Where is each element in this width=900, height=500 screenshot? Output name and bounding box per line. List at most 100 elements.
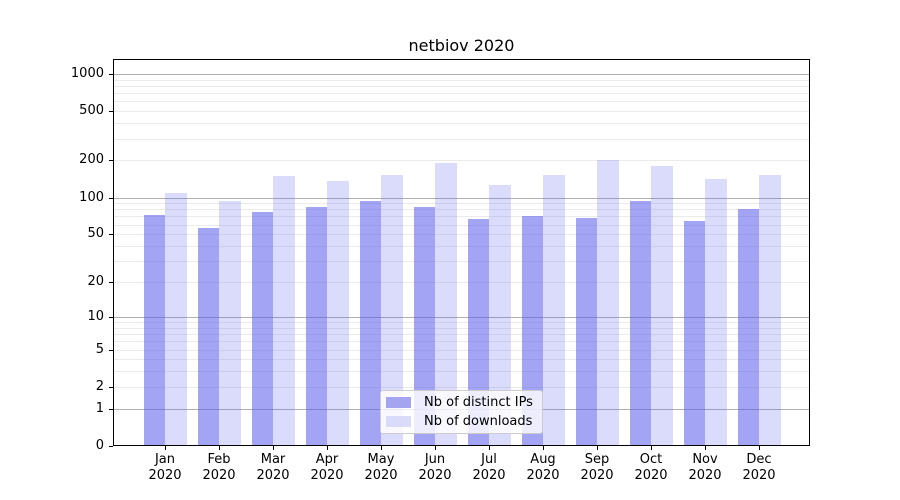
gridline-major [113, 197, 810, 199]
y-tick-mark [109, 160, 113, 162]
x-tick-mark [705, 446, 706, 450]
gridline-minor [113, 261, 810, 263]
legend: Nb of distinct IPs Nb of downloads [380, 390, 543, 434]
y-tick-mark [109, 349, 113, 351]
x-tick-label: Sep 2020 [580, 452, 614, 483]
bar-nb-of-distinct-ips-aug-2020 [521, 216, 543, 446]
y-tick-mark [109, 316, 113, 318]
y-tick-label: 1 [95, 400, 104, 416]
y-tick-label: 1000 [70, 65, 104, 81]
bar-nb-of-distinct-ips-oct-2020 [629, 201, 651, 446]
legend-label-distinct-ips: Nb of distinct IPs [424, 395, 533, 410]
gridline-minor [113, 123, 810, 125]
bar-nb-of-distinct-ips-jun-2020 [413, 206, 435, 446]
bar-nb-of-distinct-ips-mar-2020 [251, 212, 273, 446]
legend-swatch-distinct-ips-icon [386, 397, 411, 408]
y-tick-mark [109, 408, 113, 410]
bar-nb-of-downloads-sep-2020 [597, 159, 619, 446]
gridline-minor [113, 327, 810, 329]
y-tick-mark [109, 386, 113, 388]
bar-nb-of-distinct-ips-dec-2020 [737, 208, 759, 446]
x-tick-mark [165, 446, 166, 450]
gridline-minor [113, 203, 810, 205]
gridline-minor [113, 349, 810, 351]
x-tick-label: Aug 2020 [526, 452, 560, 483]
x-tick-mark [651, 446, 652, 450]
gridline-minor [113, 334, 810, 335]
gridline-major [113, 316, 810, 318]
x-tick-label: Dec 2020 [742, 452, 776, 483]
y-tick-mark [109, 234, 113, 236]
x-tick-label: Feb 2020 [202, 452, 236, 483]
gridline-minor [113, 359, 810, 361]
bar-nb-of-distinct-ips-jan-2020 [143, 214, 165, 446]
bar-nb-of-downloads-jul-2020 [489, 185, 511, 446]
y-tick-label: 50 [87, 226, 104, 242]
x-tick-mark [759, 446, 760, 450]
x-tick-mark [489, 446, 490, 450]
bar-nb-of-downloads-apr-2020 [327, 181, 349, 446]
gridline-minor [113, 216, 810, 218]
y-tick-label: 0 [95, 438, 104, 453]
x-tick-label: Jun 2020 [418, 452, 452, 483]
bar-nb-of-downloads-may-2020 [381, 175, 403, 446]
y-tick-label: 5 [95, 341, 104, 357]
gridline-minor [113, 101, 810, 103]
bar-nb-of-downloads-nov-2020 [705, 179, 727, 446]
y-tick-mark [109, 197, 113, 199]
y-tick-label: 200 [79, 152, 104, 168]
gridline-minor [113, 322, 810, 323]
bar-nb-of-downloads-oct-2020 [651, 166, 673, 446]
y-tick-label: 10 [87, 308, 104, 324]
gridline-major [113, 73, 810, 75]
gridline-minor [113, 371, 810, 373]
gridline-minor [113, 224, 810, 226]
x-tick-mark [327, 446, 328, 450]
gridline-minor [113, 93, 810, 95]
legend-swatch-downloads-icon [386, 416, 411, 427]
y-tick-mark [109, 111, 113, 113]
gridline-minor [113, 160, 810, 162]
y-tick-label: 2 [95, 378, 104, 394]
x-tick-label: Apr 2020 [310, 452, 344, 483]
bar-nb-of-downloads-feb-2020 [219, 200, 241, 446]
y-tick-mark [109, 73, 113, 75]
bar-nb-of-distinct-ips-apr-2020 [305, 207, 327, 446]
x-tick-mark [543, 446, 544, 450]
gridline-minor [113, 341, 810, 343]
gridline-minor [113, 79, 810, 81]
bar-nb-of-downloads-jan-2020 [165, 193, 187, 446]
y-tick-mark [109, 446, 113, 447]
bar-nb-of-distinct-ips-feb-2020 [197, 228, 219, 446]
bar-nb-of-distinct-ips-nov-2020 [683, 221, 705, 446]
y-tick-label: 100 [79, 189, 104, 205]
gridline-minor [113, 282, 810, 283]
y-tick-label: 500 [79, 103, 104, 119]
legend-label-downloads: Nb of downloads [424, 414, 533, 429]
y-tick-label: 20 [87, 274, 104, 289]
chart-title: netbiov 2020 [408, 36, 515, 55]
x-tick-mark [597, 446, 598, 450]
gridline-minor [113, 209, 810, 211]
bar-nb-of-distinct-ips-sep-2020 [575, 218, 597, 446]
legend-item-downloads: Nb of downloads [381, 414, 542, 429]
legend-item-distinct-ips: Nb of distinct IPs [381, 395, 542, 410]
x-tick-mark [381, 446, 382, 450]
x-tick-label: Oct 2020 [634, 452, 668, 483]
gridline-minor [113, 386, 810, 388]
bar-nb-of-downloads-aug-2020 [543, 175, 565, 446]
bar-nb-of-distinct-ips-may-2020 [359, 200, 381, 446]
x-tick-label: Jan 2020 [148, 452, 182, 483]
bar-nb-of-downloads-mar-2020 [273, 175, 295, 446]
x-tick-mark [219, 446, 220, 450]
x-tick-label: May 2020 [364, 452, 398, 483]
gridline-minor [113, 138, 810, 140]
gridline-minor [113, 234, 810, 236]
x-tick-mark [435, 446, 436, 450]
gridline-minor [113, 85, 810, 87]
x-tick-label: Mar 2020 [256, 452, 290, 483]
x-tick-mark [273, 446, 274, 450]
x-tick-label: Nov 2020 [688, 452, 722, 483]
bar-nb-of-distinct-ips-jul-2020 [467, 218, 489, 446]
